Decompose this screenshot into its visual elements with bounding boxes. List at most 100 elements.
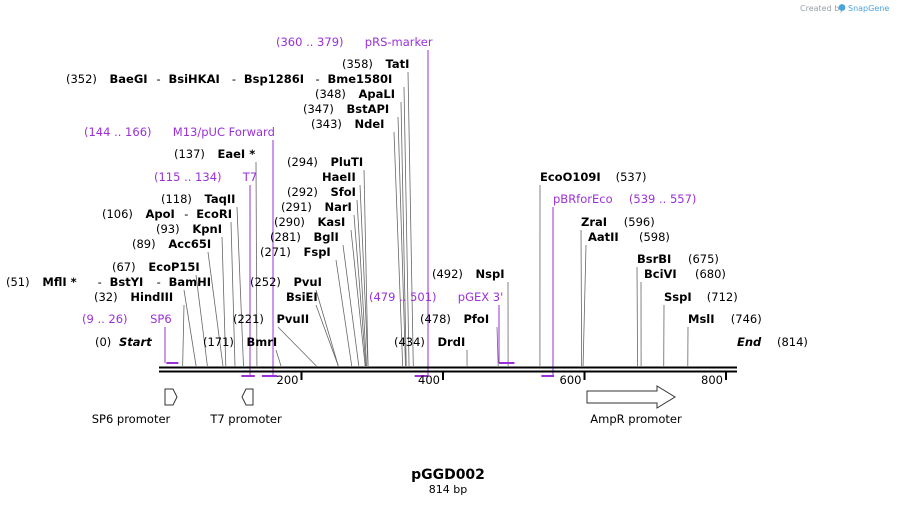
enzyme-name: MslI (688, 312, 715, 326)
primer-bars (164, 50, 555, 377)
site-baegi[interactable]: (352) BaeGI - BsiHKAI - Bsp1286I - Bme1580I (66, 72, 392, 86)
primer-range: (9 .. 26) (82, 312, 128, 326)
site-position: (478) (420, 312, 451, 326)
leader-kpni (221, 236, 227, 367)
primer-name: T7 (242, 170, 257, 184)
site-ecop15i[interactable]: (67) EcoP15I (112, 260, 200, 274)
enzyme-name: BaeGI (110, 72, 148, 86)
site-position: (343) (311, 117, 342, 131)
site-pvui[interactable]: (252) PvuI (250, 275, 322, 289)
site-ecoo109i[interactable]: EcoO109I (537) (540, 170, 647, 184)
site-acc65i[interactable]: (89) Acc65I (132, 237, 211, 251)
snapgene-logo-icon (838, 4, 846, 11)
primer-name: pGEX 3' (458, 290, 504, 304)
primer-name: M13/pUC Forward (173, 125, 275, 139)
site-nspi[interactable]: (492) NspI (432, 267, 504, 281)
leader-apali (400, 101, 407, 367)
site-position: (252) (250, 275, 281, 289)
primer-prs[interactable]: (360 .. 379) pRS-marker (276, 35, 433, 49)
name-separator: - (184, 207, 188, 221)
end-label: End (737, 335, 762, 349)
site-ndei[interactable]: (343) NdeI (311, 117, 384, 131)
site-position: (281) (270, 230, 301, 244)
site-eaei[interactable]: (137) EaeI * (174, 147, 255, 161)
primer-range: (539 .. 557) (629, 192, 697, 206)
site-haeii[interactable]: HaeII (322, 170, 356, 184)
primer-m13[interactable]: (144 .. 166) M13/pUC Forward (84, 125, 275, 139)
sp6-promoter-arrow-icon (164, 388, 178, 406)
site-pvuii[interactable]: (221) PvuII (233, 312, 309, 326)
sp6-promoter-label: SP6 promoter (92, 412, 171, 426)
site-tati[interactable]: (358) TatI (342, 57, 409, 71)
site-kasi[interactable]: (290) KasI (274, 215, 345, 229)
feature-t7-promoter[interactable]: T7 promoter (209, 388, 282, 426)
ruler: 200 400 600 800 (277, 372, 727, 387)
site-kpni[interactable]: (93) KpnI (156, 222, 222, 236)
enzyme-name: PfoI (464, 312, 490, 326)
site-hindiii[interactable]: (32) HindIII (94, 290, 173, 304)
start-end-labels: (0) Start End (814) (95, 335, 808, 349)
site-bgli[interactable]: (281) BglI (270, 230, 339, 244)
leader-fspi (335, 259, 353, 367)
site-bsiei[interactable]: BsiEI (286, 290, 318, 304)
feature-sp6-promoter[interactable]: SP6 promoter (92, 388, 178, 426)
primer-t7[interactable]: (115 .. 134) T7 (154, 170, 257, 184)
leader-bsiei (315, 304, 339, 367)
enzyme-name: BamHI (169, 275, 211, 289)
name-separator: - (232, 72, 236, 86)
site-apali[interactable]: (348) ApaLI (315, 87, 395, 101)
leader-ecop15i (195, 274, 208, 367)
ampr-promoter-arrow-icon (586, 385, 676, 409)
enzyme-name: SfoI (331, 185, 356, 199)
site-position: (221) (233, 312, 264, 326)
enzyme-name: MflI * (42, 275, 76, 289)
enzyme-name: EcoP15I (148, 260, 199, 274)
site-nari[interactable]: (291) NarI (281, 200, 352, 214)
leader-mfli (183, 289, 197, 367)
site-apoi[interactable]: (106) ApoI - EcoRI (102, 207, 232, 221)
site-fspi[interactable]: (271) FspI (260, 245, 331, 259)
site-msli[interactable]: MslI (746) (688, 312, 762, 326)
leader-tati (407, 71, 414, 367)
site-labels: (51) MflI * - BstYI - BamHI(32) HindIII(67) Eco… (6, 35, 762, 349)
enzyme-name: HaeII (322, 170, 356, 184)
primer-pgex[interactable]: (479 .. 501) pGEX 3' (369, 290, 503, 304)
enzyme-name: NspI (476, 267, 505, 281)
snapgene-credit: Created by SnapGene (800, 4, 889, 13)
end-num: (814) (777, 335, 808, 349)
name-separator: - (157, 275, 161, 289)
site-taqii[interactable]: (118) TaqII (161, 192, 235, 206)
enzyme-name: BmrI (247, 335, 278, 349)
primer-sp6[interactable]: (9 .. 26) SP6 (82, 312, 172, 326)
enzyme-name: BsiEI (286, 290, 318, 304)
site-pfoi[interactable]: (478) PfoI (420, 312, 489, 326)
site-position: (67) (112, 260, 136, 274)
primer-pbr[interactable]: pBRforEco (539 .. 557) (553, 192, 696, 206)
ruler-label-800: 800 (701, 373, 723, 387)
site-bcivi[interactable]: BciVI (680) (644, 267, 726, 281)
leader-sfoi (356, 199, 367, 367)
site-bmri[interactable]: (171) BmrI (203, 335, 277, 349)
leader-lines (182, 71, 689, 367)
site-position: (680) (695, 267, 726, 281)
site-sfoi[interactable]: (292) SfoI (287, 185, 356, 199)
enzyme-name: DrdI (438, 335, 466, 349)
site-drdi[interactable]: (434) DrdI (394, 335, 465, 349)
site-bsrbi[interactable]: BsrBI (675) (637, 252, 719, 266)
site-pluti[interactable]: (294) PluTI (287, 155, 363, 169)
feature-ampr-promoter[interactable]: AmpR promoter (586, 385, 682, 426)
site-zrai[interactable]: ZraI (596) (581, 215, 655, 229)
site-position: (712) (707, 290, 738, 304)
primer-range: (144 .. 166) (84, 125, 152, 139)
site-sspi[interactable]: SspI (712) (664, 290, 738, 304)
enzyme-name: FspI (304, 245, 331, 259)
site-position: (434) (394, 335, 425, 349)
site-bstapi[interactable]: (347) BstAPI (303, 102, 389, 116)
site-mfli[interactable]: (51) MflI * - BstYI - BamHI (6, 275, 211, 289)
site-position: (352) (66, 72, 97, 86)
site-position: (271) (260, 245, 291, 259)
site-aatii[interactable]: AatII (598) (588, 230, 670, 244)
name-separator: - (316, 72, 320, 86)
leader-zrai (580, 229, 583, 367)
